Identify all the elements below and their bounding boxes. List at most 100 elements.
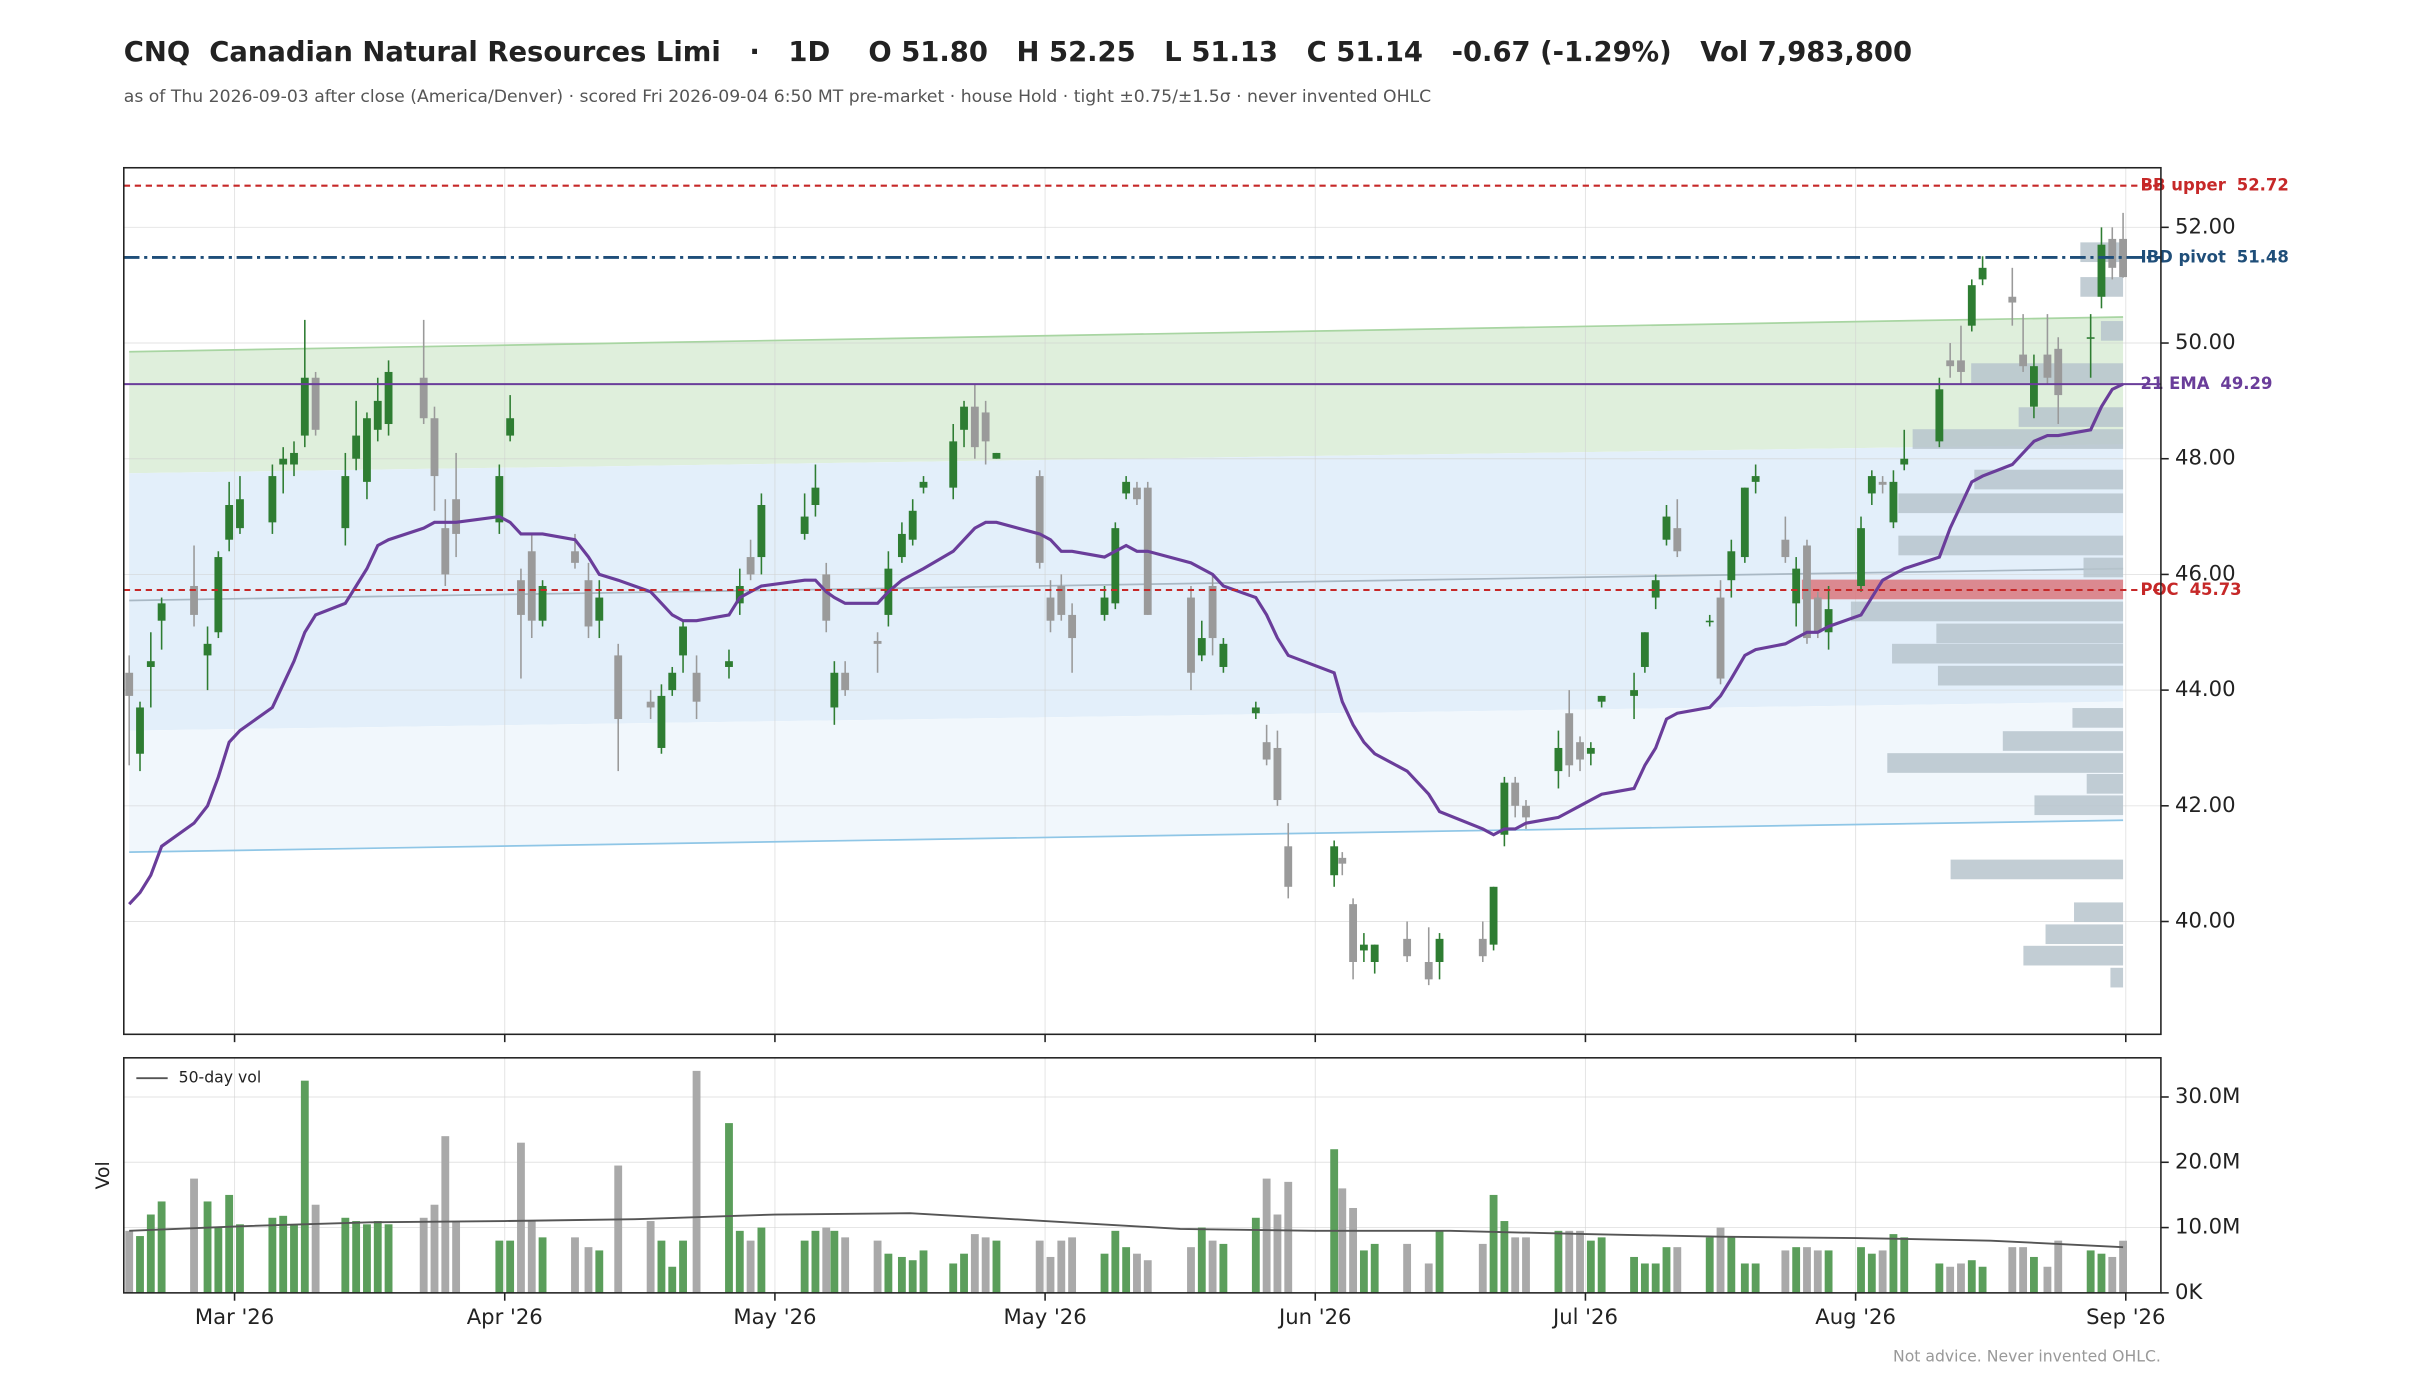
candle-body: [1111, 528, 1120, 604]
x-tick-label: Jul '26: [1551, 1304, 1618, 1329]
volume-bar: [884, 1253, 893, 1293]
candle-body: [657, 695, 666, 748]
candle-body: [1068, 614, 1077, 639]
candle-body: [1803, 545, 1811, 639]
level-label: BB upper 52.72: [2141, 175, 2289, 194]
candle-body: [1359, 944, 1368, 951]
candle-body: [668, 672, 677, 691]
level-label: 21 EMA 49.29: [2141, 374, 2273, 393]
volume-bar: [725, 1123, 733, 1293]
profile-bar: [1898, 535, 2124, 556]
volume-bar: [2008, 1247, 2017, 1293]
profile-bar: [2100, 321, 2124, 341]
candle-body: [1100, 597, 1109, 615]
volume-bar: [595, 1250, 604, 1293]
volume-bar: [897, 1256, 906, 1293]
candle-body: [1867, 476, 1876, 494]
candle-body: [2030, 366, 2038, 407]
volume-bar: [1792, 1247, 1801, 1293]
profile-bar: [1850, 601, 2124, 622]
volume-bar: [1359, 1250, 1368, 1293]
y-tick-label: 52.00: [2175, 213, 2236, 238]
profile-bar: [2072, 708, 2124, 728]
candle-body: [1813, 597, 1822, 633]
volume-bar: [646, 1221, 655, 1293]
candle-body: [1349, 904, 1358, 962]
candle-body: [1716, 597, 1725, 679]
profile-bar: [1887, 753, 2124, 773]
profile-bar: [1801, 579, 2124, 600]
candle-body: [2086, 337, 2095, 339]
candle-body: [1576, 742, 1584, 760]
y-tick-label: 48.00: [2175, 445, 2236, 470]
volume-bar: [2030, 1256, 2038, 1293]
volume-bar: [822, 1227, 831, 1293]
profile-bar: [2045, 924, 2124, 945]
level-label: POC 45.73: [2141, 580, 2242, 599]
volume-bar: [692, 1070, 701, 1293]
volume-bar: [1781, 1250, 1790, 1293]
candle-body: [757, 505, 766, 558]
candle-body: [1781, 539, 1790, 558]
volume-bar: [517, 1142, 525, 1293]
channel-band: [129, 444, 2124, 731]
candle-body: [384, 371, 393, 425]
y-tick-label: 44.00: [2175, 676, 2236, 701]
volume-bar: [1284, 1181, 1293, 1293]
profile-bar: [2023, 945, 2124, 966]
volume-frame: [123, 1057, 2162, 1294]
candle-body: [1424, 961, 1433, 980]
volume-bar: [1857, 1247, 1865, 1293]
volume-bar: [1554, 1230, 1563, 1293]
level-name: BB upper: [2141, 175, 2227, 194]
candle-body: [279, 458, 288, 465]
candle-body: [822, 574, 831, 621]
profile-bar: [2083, 557, 2124, 578]
volume-bar: [657, 1240, 666, 1293]
volume-bar: [1251, 1217, 1260, 1293]
price-plot: [123, 167, 2161, 1035]
level-value: 49.29: [2220, 374, 2272, 393]
volume-bar: [1219, 1243, 1228, 1293]
candle-body: [341, 476, 350, 529]
volume-bar: [800, 1240, 809, 1293]
x-tick-label: Aug '26: [1815, 1304, 1896, 1329]
candle-body: [1727, 551, 1736, 581]
volume-bar: [495, 1240, 504, 1293]
volume-bar: [2108, 1256, 2117, 1293]
candle-body: [1967, 285, 1976, 326]
candle-body: [2097, 244, 2106, 297]
level-label: IBD pivot 51.48: [2141, 247, 2289, 266]
candle-body: [290, 452, 298, 465]
candle-body: [1751, 476, 1760, 482]
volume-bar: [203, 1201, 212, 1293]
channel-line: [129, 567, 2124, 602]
volume-bar: [1403, 1243, 1412, 1293]
volume-bar: [146, 1214, 155, 1293]
volume-bar: [1273, 1214, 1282, 1293]
volume-bar: [571, 1237, 579, 1293]
level-value: 51.48: [2237, 247, 2289, 266]
candle-body: [1046, 597, 1055, 621]
volume-bar: [614, 1165, 623, 1293]
candle-body: [1857, 528, 1865, 586]
volume-bar: [157, 1201, 166, 1293]
candle-body: [1554, 747, 1563, 772]
candle-body: [1662, 516, 1671, 540]
channel-band: [129, 316, 2124, 474]
volume-bar: [1349, 1207, 1358, 1293]
volume-bar: [384, 1224, 393, 1293]
x-tick-label: Apr '26: [467, 1304, 543, 1329]
candle-body: [2108, 238, 2117, 268]
x-tick-label: Jun '26: [1277, 1304, 1351, 1329]
candle-body: [1403, 938, 1412, 957]
y-tick-label: 40.00: [2175, 908, 2236, 933]
volume-bar: [441, 1136, 450, 1293]
candle-body: [1565, 713, 1574, 766]
volume-bar: [1957, 1263, 1965, 1293]
volume-bar: [214, 1227, 223, 1293]
volume-bar: [841, 1237, 850, 1293]
volume-bar: [1111, 1230, 1120, 1293]
level-value: 45.73: [2190, 580, 2242, 599]
candle-body: [1478, 938, 1487, 957]
